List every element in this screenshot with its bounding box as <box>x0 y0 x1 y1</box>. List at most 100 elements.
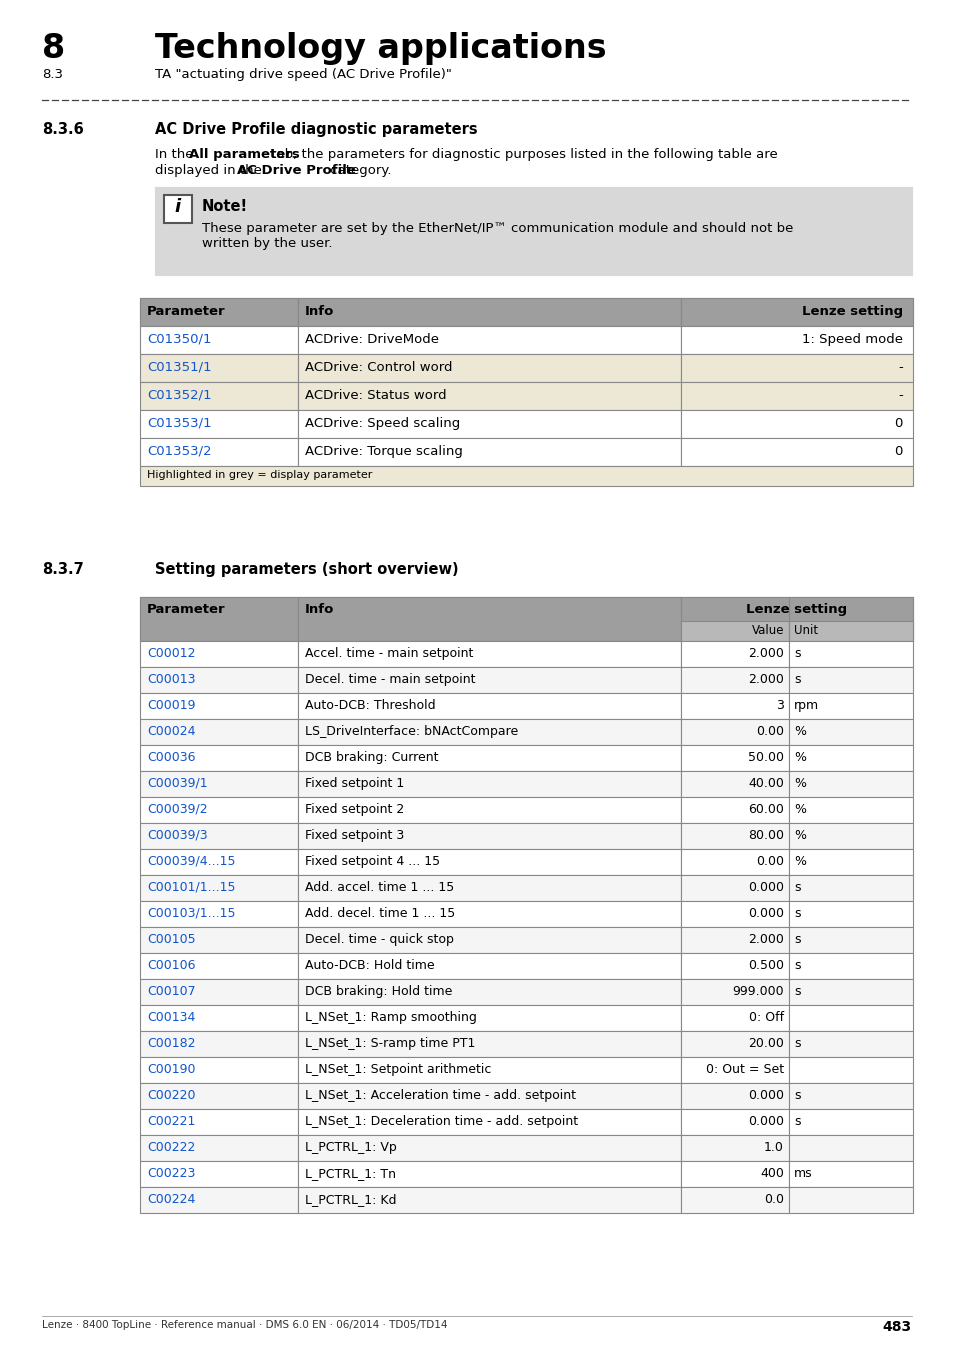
Bar <box>788 927 912 953</box>
Bar <box>680 1057 788 1083</box>
Text: C00105: C00105 <box>147 933 195 946</box>
Text: Accel. time - main setpoint: Accel. time - main setpoint <box>305 647 473 660</box>
Text: Lenze setting: Lenze setting <box>745 603 846 616</box>
Text: AC Drive Profile: AC Drive Profile <box>237 163 356 177</box>
Text: 20.00: 20.00 <box>747 1037 783 1050</box>
Text: C00039/3: C00039/3 <box>147 829 208 842</box>
Text: C00107: C00107 <box>147 986 195 998</box>
Bar <box>788 796 912 824</box>
Text: 8: 8 <box>42 32 65 65</box>
Bar <box>140 1031 297 1057</box>
Bar <box>680 410 912 437</box>
Bar <box>297 382 680 410</box>
Text: C00103/1...15: C00103/1...15 <box>147 907 235 919</box>
Text: 3: 3 <box>776 699 783 711</box>
Text: Add. accel. time 1 ... 15: Add. accel. time 1 ... 15 <box>305 882 454 894</box>
Bar <box>140 953 297 979</box>
Text: rpm: rpm <box>793 699 819 711</box>
Bar <box>140 1161 297 1187</box>
Bar <box>297 720 680 745</box>
Text: %: % <box>793 829 805 842</box>
Bar <box>140 382 297 410</box>
Bar <box>788 1187 912 1214</box>
Text: 0.000: 0.000 <box>747 907 783 919</box>
Text: C00220: C00220 <box>147 1089 195 1102</box>
Text: Technology applications: Technology applications <box>154 32 606 65</box>
Text: s: s <box>793 647 800 660</box>
Text: 0.000: 0.000 <box>747 882 783 894</box>
Text: C00039/2: C00039/2 <box>147 803 208 815</box>
Bar <box>297 298 680 325</box>
Text: Decel. time - quick stop: Decel. time - quick stop <box>305 933 454 946</box>
Bar <box>680 720 788 745</box>
Text: C00106: C00106 <box>147 958 195 972</box>
Bar <box>788 641 912 667</box>
Text: ms: ms <box>793 1166 812 1180</box>
Text: -: - <box>898 389 902 402</box>
Text: 8.3.7: 8.3.7 <box>42 562 84 576</box>
Text: Parameter: Parameter <box>147 603 226 616</box>
Bar <box>788 824 912 849</box>
Bar <box>140 796 297 824</box>
Text: C01352/1: C01352/1 <box>147 389 212 402</box>
Text: Fixed setpoint 3: Fixed setpoint 3 <box>305 829 404 842</box>
Bar <box>140 1057 297 1083</box>
Bar <box>297 849 680 875</box>
Text: 60.00: 60.00 <box>747 803 783 815</box>
Bar <box>788 720 912 745</box>
Bar <box>788 771 912 796</box>
Text: C00190: C00190 <box>147 1062 195 1076</box>
Bar <box>788 621 912 641</box>
Text: s: s <box>793 907 800 919</box>
Text: 1: Speed mode: 1: Speed mode <box>801 333 902 346</box>
Bar <box>680 953 788 979</box>
Text: %: % <box>793 725 805 738</box>
Text: s: s <box>793 1089 800 1102</box>
Bar <box>680 796 788 824</box>
Text: All parameters: All parameters <box>189 148 299 161</box>
Text: These parameter are set by the EtherNet/IP™ communication module and should not : These parameter are set by the EtherNet/… <box>202 221 793 235</box>
Bar <box>680 1108 788 1135</box>
Bar <box>680 1083 788 1108</box>
Text: displayed in the: displayed in the <box>154 163 266 177</box>
Text: 2.000: 2.000 <box>747 933 783 946</box>
Text: L_NSet_1: S-ramp time PT1: L_NSet_1: S-ramp time PT1 <box>305 1037 475 1050</box>
Bar <box>788 1083 912 1108</box>
Text: Fixed setpoint 2: Fixed setpoint 2 <box>305 803 404 815</box>
Text: 0.00: 0.00 <box>755 855 783 868</box>
Text: 0.00: 0.00 <box>755 725 783 738</box>
Bar <box>140 325 297 354</box>
Bar <box>140 1083 297 1108</box>
Text: 1.0: 1.0 <box>763 1141 783 1154</box>
Text: ACDrive: Control word: ACDrive: Control word <box>305 360 452 374</box>
Bar <box>680 771 788 796</box>
Bar <box>154 188 911 275</box>
Text: -: - <box>898 360 902 374</box>
Bar <box>788 1108 912 1135</box>
Text: ACDrive: Torque scaling: ACDrive: Torque scaling <box>305 446 462 458</box>
Text: tab, the parameters for diagnostic purposes listed in the following table are: tab, the parameters for diagnostic purpo… <box>267 148 777 161</box>
Text: C00012: C00012 <box>147 647 195 660</box>
Text: 2.000: 2.000 <box>747 674 783 686</box>
Text: 80.00: 80.00 <box>747 829 783 842</box>
Bar <box>140 693 297 720</box>
Bar <box>140 979 297 1004</box>
Bar <box>680 745 788 771</box>
Bar <box>140 849 297 875</box>
Text: Auto-DCB: Hold time: Auto-DCB: Hold time <box>305 958 435 972</box>
Bar <box>140 597 912 641</box>
Text: C00019: C00019 <box>147 699 195 711</box>
Bar <box>680 1031 788 1057</box>
Text: s: s <box>793 1115 800 1129</box>
Bar <box>297 597 680 641</box>
Bar <box>297 979 680 1004</box>
Text: s: s <box>793 958 800 972</box>
Bar <box>788 1161 912 1187</box>
Bar <box>788 953 912 979</box>
Bar <box>680 1187 788 1214</box>
Text: 0: 0 <box>894 417 902 431</box>
Bar <box>788 1004 912 1031</box>
Bar <box>297 927 680 953</box>
Text: C00036: C00036 <box>147 751 195 764</box>
Text: Fixed setpoint 4 ... 15: Fixed setpoint 4 ... 15 <box>305 855 439 868</box>
